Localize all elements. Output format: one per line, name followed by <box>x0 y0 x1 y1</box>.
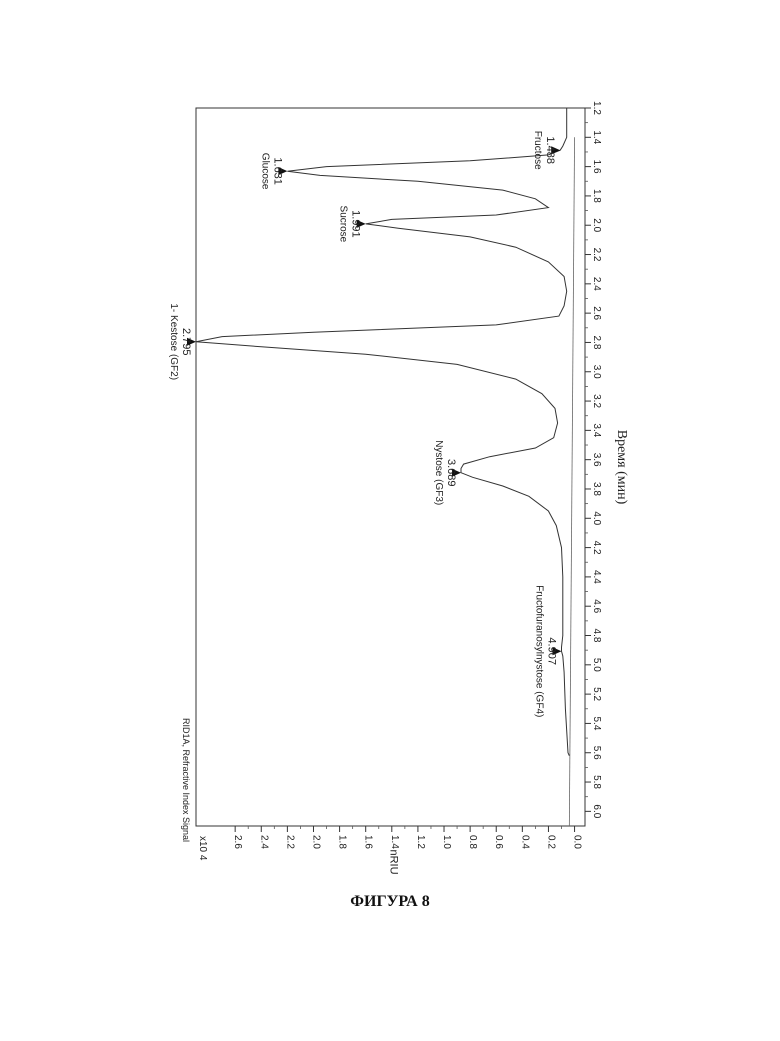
figure-caption: ФИГУРА 8 <box>0 893 780 911</box>
peak-time-label: 2.795 <box>180 328 192 356</box>
y-tick-label: 0.2 <box>545 835 556 849</box>
x-tick-label: 1.6 <box>591 160 602 174</box>
y-tick-label: 2.0 <box>310 835 321 849</box>
y-tick-label: 0.8 <box>467 835 478 849</box>
signal-trace <box>196 108 569 756</box>
x-tick-label: 1.2 <box>591 101 602 115</box>
y-tick-label: 0.0 <box>572 835 583 849</box>
x-tick-label: 5.0 <box>591 658 602 672</box>
x-tick-label: 3.0 <box>591 365 602 379</box>
peak-time-label: 1.991 <box>350 210 362 238</box>
y-tick-label: 2.4 <box>258 835 269 849</box>
x-tick-label: 6.0 <box>591 804 602 818</box>
y-tick-label: 1.4 <box>389 835 400 849</box>
x-tick-label: 1.8 <box>591 189 602 203</box>
x-tick-label: 4.2 <box>591 541 602 555</box>
x-tick-label: 5.2 <box>591 687 602 701</box>
x-tick-label: 3.4 <box>591 423 602 437</box>
x-tick-label: 2.8 <box>591 335 602 349</box>
y-tick-label: 2.6 <box>232 835 243 849</box>
peak-time-label: 4.907 <box>546 637 558 665</box>
x-tick-label: 3.8 <box>591 482 602 496</box>
peak-name-label: Sucrose <box>338 206 349 243</box>
x-tick-label: 1.4 <box>591 130 602 144</box>
y-tick-label: 1.2 <box>415 835 426 849</box>
x-axis-label: Время (мин) <box>614 430 629 505</box>
y-tick-label: 0.4 <box>519 835 530 849</box>
x-tick-label: 2.2 <box>591 248 602 262</box>
peak-time-label: 3.689 <box>445 459 457 487</box>
x-tick-label: 2.4 <box>591 277 602 291</box>
x-tick-label: 4.4 <box>591 570 602 584</box>
y-tick-label: 2.2 <box>284 835 295 849</box>
peak-time-label: 1.631 <box>271 157 283 185</box>
y-tick-label: 1.0 <box>441 835 452 849</box>
peak-time-label: 1.488 <box>544 136 556 164</box>
plot-frame <box>196 108 585 826</box>
x-tick-label: 5.4 <box>591 716 602 730</box>
peak-name-label: Nystose (GF3) <box>433 440 444 505</box>
x-tick-label: 2.6 <box>591 306 602 320</box>
x-tick-label: 4.0 <box>591 511 602 525</box>
y-axis-label: nRIU <box>388 849 400 874</box>
y-tick-label: 0.6 <box>493 835 504 849</box>
peak-name-label: Fructofuranosylnystose (GF4) <box>534 585 545 717</box>
x-tick-label: 4.8 <box>591 629 602 643</box>
x-tick-label: 2.0 <box>591 218 602 232</box>
plot-area: 1.2 1.4 1.6 1.8 2.0 2.2 2.4 2.6 2.8 3.0 3.2 3.4 3.6 3… <box>168 101 629 875</box>
peak-name-label: 1- Kestose (GF2) <box>168 303 179 380</box>
peak-name-label: Glucose <box>259 153 270 190</box>
baseline-line <box>569 137 574 826</box>
x-tick-label: 3.2 <box>591 394 602 408</box>
y-tick-label: 1.6 <box>363 835 374 849</box>
x-tick-label: 5.8 <box>591 775 602 789</box>
y-tick-label: 1.8 <box>337 835 348 849</box>
y-multiplier-label: x10 4 <box>197 836 208 861</box>
x-tick-label: 4.6 <box>591 599 602 613</box>
chart-title: RID1A, Refractive Index Signal <box>181 718 191 842</box>
x-tick-label: 5.6 <box>591 746 602 760</box>
x-tick-label: 3.6 <box>591 453 602 467</box>
peak-name-label: Fructose <box>532 131 543 170</box>
